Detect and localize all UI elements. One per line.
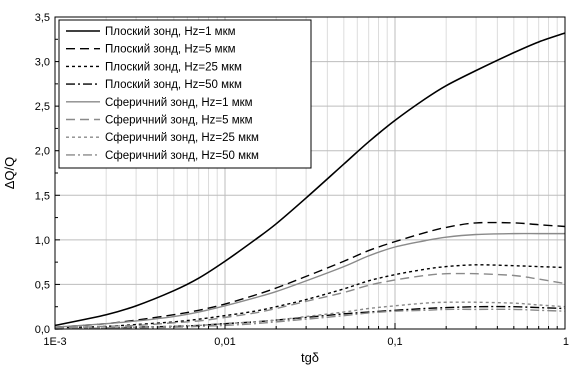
y-tick-label: 1,5 xyxy=(35,190,50,202)
x-axis-label: tgδ xyxy=(301,350,319,365)
legend-box xyxy=(58,19,312,169)
series-line-8 xyxy=(54,308,566,330)
series-line-1 xyxy=(54,32,566,327)
legend-label-7: Сферичний зонд, Hz=25 мкм xyxy=(105,132,259,144)
series-line-5 xyxy=(54,232,565,328)
y-tick-label: 2,5 xyxy=(35,101,50,113)
y-tick-label: 2,0 xyxy=(35,146,50,158)
legend-label-8: Сферичний зонд, Hz=50 мкм xyxy=(105,150,259,162)
legend-label-6: Сферичний зонд, Hz=5 мкм xyxy=(105,115,253,127)
legend-label-5: Сферичний зонд, Hz=1 мкм xyxy=(105,97,253,109)
legend: Плоский зонд, Hz=1 мкм Плоский зонд, Hz=5… xyxy=(58,19,312,169)
y-tick-label: 3,0 xyxy=(35,57,50,69)
legend-label-3: Плоский зонд, Hz=25 мкм xyxy=(105,61,242,73)
tick-labels: 0,0 0,5 1,0 1,5 2,0 2,5 3,0 3,5 1E-3 0,01 0,1 1 xyxy=(35,12,569,348)
y-axis-label: ΔQ/Q xyxy=(2,157,17,190)
series-layer xyxy=(54,32,566,330)
x-tick-label: 0,01 xyxy=(214,336,235,348)
legend-label-2: Плоский зонд, Hz=5 мкм xyxy=(105,44,236,56)
series-line-2 xyxy=(54,221,566,328)
series-line-3 xyxy=(54,264,566,329)
y-tick-label: 0,5 xyxy=(35,279,50,291)
legend-label-1: Плоский зонд, Hz=1 мкм xyxy=(105,26,236,38)
y-tick-label: 1,0 xyxy=(35,235,50,247)
y-tick-label: 3,5 xyxy=(35,12,50,24)
y-tick-label: 0,0 xyxy=(35,324,50,336)
series-line-7 xyxy=(54,301,566,330)
series-line-6 xyxy=(54,272,566,329)
legend-label-4: Плоский зонд, Hz=50 мкм xyxy=(105,79,242,91)
x-tick-label: 0,1 xyxy=(387,336,402,348)
x-tick-label: 1E-3 xyxy=(43,336,66,348)
x-tick-label: 1 xyxy=(563,336,569,348)
